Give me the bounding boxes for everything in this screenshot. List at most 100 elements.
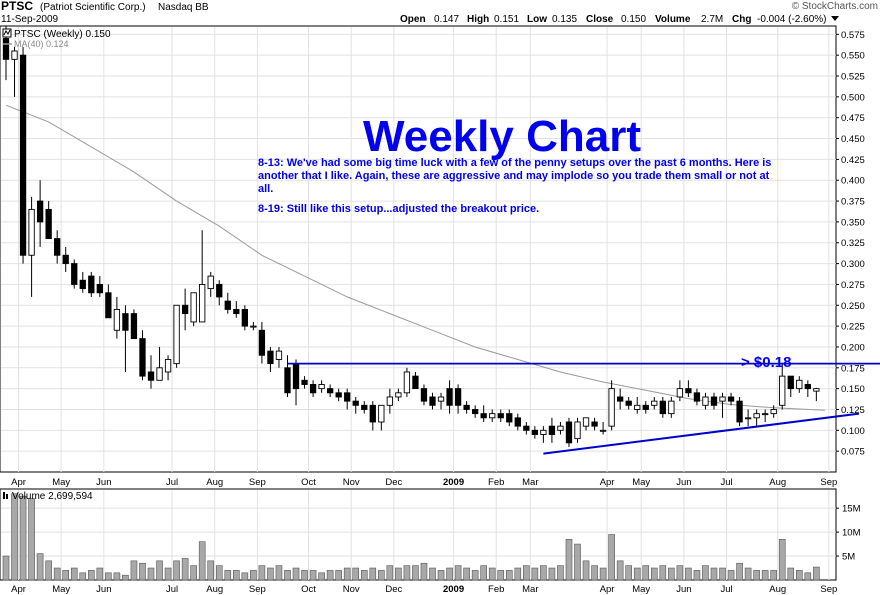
time-tick-label: Aug [206,584,223,595]
volume-bar [471,570,479,581]
volume-bar [88,570,95,581]
volume-bar [659,565,667,581]
annotation-title: Weekly Chart [363,112,641,161]
price-tick-label: 0.100 [841,426,865,437]
candle-up [557,425,564,431]
candle-down [181,304,189,315]
chart-icon-glyph [3,29,11,36]
annotation-note-1: 8-13: We've had some big time luck with … [258,157,772,195]
candle-down [352,400,359,406]
candle-up [190,292,197,323]
price-tick-label: 0.425 [841,155,865,166]
volume-bar [591,565,598,581]
time-tick-label: May [632,477,650,488]
candle-down [292,363,300,390]
volume-bar [480,565,487,581]
time-tick-label: Sep [249,584,266,595]
candle-down [139,338,146,377]
volume-bar [105,572,112,581]
candlesticks [2,26,820,447]
candle-down [625,400,632,406]
candle-up [608,388,615,427]
price-tick-label: 0.075 [841,447,865,458]
volume-bar [531,567,539,581]
time-tick-label: May [52,584,70,595]
candle-down [36,200,44,223]
candle-down [693,392,701,402]
candle-up [779,375,786,406]
candle-down [241,308,248,327]
candle-up [796,379,803,390]
volume-bar [668,567,675,581]
volume-bar [650,567,658,581]
price-tick-label: 0.125 [841,405,865,416]
price-tick-label: 0.575 [841,30,865,41]
time-tick-label: Apr [600,477,615,488]
volume-bar [497,570,505,581]
ticker-symbol: PTSC [1,0,33,13]
volume-axis: 15M 10M 5M [836,504,861,563]
price-tick-label: 0.450 [841,134,865,145]
volume-bar [369,567,377,581]
volume-bar [736,562,743,581]
candle-down [224,300,231,310]
chevron-down-icon[interactable] [831,16,839,21]
candle-up [199,283,206,323]
candle-up [540,429,547,435]
candle-down [88,275,95,294]
volume-bar [360,570,368,581]
candle-down [105,292,112,319]
candle-up [744,417,752,420]
volume-bar [343,567,351,581]
volume-bar [309,570,317,581]
price-axis: 0.575 0.550 0.525 0.500 0.475 0.450 0.425 0.400… [836,30,865,458]
volume-bar [250,570,257,581]
volume-bar [403,565,411,581]
price-tick-label: 0.300 [841,259,865,270]
price-tick-label: 0.525 [841,72,865,83]
time-axis-bottom: Apr May Jun Jul Aug Sep Oct Nov Dec 2009 Feb Mar Apr… [11,584,837,595]
time-tick-label: 2009 [443,477,464,488]
time-tick-label: Apr [600,584,615,595]
price-legend-text: PTSC (Weekly) 0.150 [14,29,111,40]
volume-bar [53,567,61,581]
open-label: Open [400,14,426,25]
volume-bar [804,572,812,581]
annotation-notes: 8-13: We've had some big time luck with … [258,157,772,215]
price-tick-label: 0.550 [841,51,865,62]
volume-bar [96,567,104,581]
volume-bar [395,567,402,581]
candle-down [463,404,470,410]
candle-down [147,371,155,381]
volume-bar [599,567,607,581]
time-tick-label: Dec [385,477,402,488]
volume-bar [190,565,197,581]
volume-bar [625,565,632,581]
volume-bar [258,565,266,581]
volume-bar [139,562,146,581]
candle-down [216,283,223,298]
time-tick-label: Jul [166,477,178,488]
volume-bar [770,570,778,581]
volume-bar [378,570,385,581]
volume-bar [122,574,129,581]
candle-up [318,384,325,390]
time-tick-label: Oct [301,584,316,595]
candle-up [156,367,163,381]
candle-up [489,413,496,419]
price-tick-label: 0.350 [841,217,865,228]
candle-down [62,254,69,265]
volume-bar [11,493,18,581]
candle-down [685,388,692,394]
volume-bar [130,560,138,581]
quote-summary: Open 0.147 High 0.151 Low 0.135 Close 0.… [400,14,826,25]
volume-bar [62,570,70,581]
candle-up [164,359,172,373]
volume-tick-label: 10M [842,528,861,539]
candle-down [523,425,530,431]
open-value: 0.147 [434,14,459,25]
candle-down [344,392,351,402]
chg-label: Chg [732,14,751,25]
candle-down [79,279,86,290]
